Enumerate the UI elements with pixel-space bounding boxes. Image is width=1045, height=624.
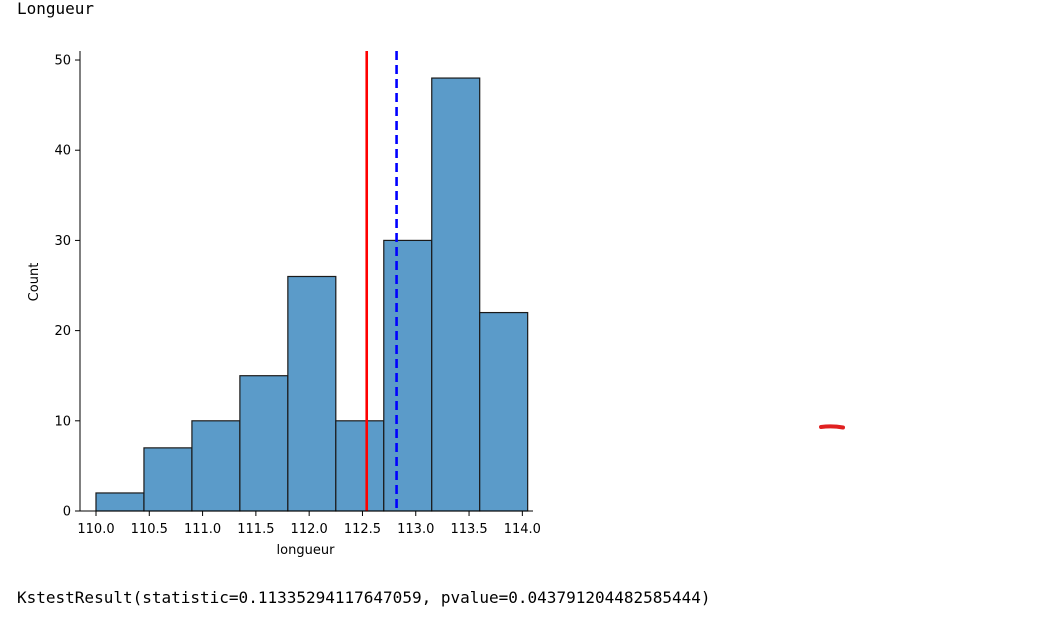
x-tick-label: 113.5 (450, 522, 487, 537)
y-tick-label: 0 (63, 505, 71, 520)
y-tick-label: 50 (54, 54, 71, 69)
reference-lines-layer (365, 51, 398, 511)
y-axis-label: Count (27, 263, 42, 302)
y-ticks: 0 10 20 30 40 50 (54, 54, 80, 520)
x-axis-label: longueur (277, 543, 336, 558)
kstest-result-output: KstestResult(statistic=0.113352941176470… (17, 588, 711, 607)
histogram-bar (431, 77, 481, 512)
y-tick-label: 40 (54, 144, 71, 159)
output-title: Longueur (17, 0, 95, 18)
y-tick-label: 30 (54, 234, 71, 249)
histogram-bar (479, 311, 529, 512)
y-tick-label: 10 (54, 414, 71, 429)
x-ticks: 110.0 110.5 111.0 111.5 112.0 112.5 113.0 113.5… (77, 511, 541, 537)
x-tick-label: 111.5 (237, 522, 274, 537)
x-tick-label: 111.0 (184, 522, 221, 537)
x-tick-label: 110.0 (77, 522, 114, 537)
x-tick-label: 114.0 (504, 522, 541, 537)
x-tick-label: 112.0 (291, 522, 328, 537)
y-tick-label: 20 (54, 324, 71, 339)
axes-layer (79, 51, 533, 512)
annotation-stroke (819, 424, 845, 430)
x-tick-label: 112.5 (344, 522, 381, 537)
histogram-bar (143, 447, 193, 512)
x-tick-label: 110.5 (131, 522, 168, 537)
bars-layer (95, 77, 529, 512)
histogram-chart: 0 10 20 30 40 50 110.0 110.5 111.0 111.5 112.0 112… (27, 51, 541, 558)
x-tick-label: 113.0 (397, 522, 434, 537)
